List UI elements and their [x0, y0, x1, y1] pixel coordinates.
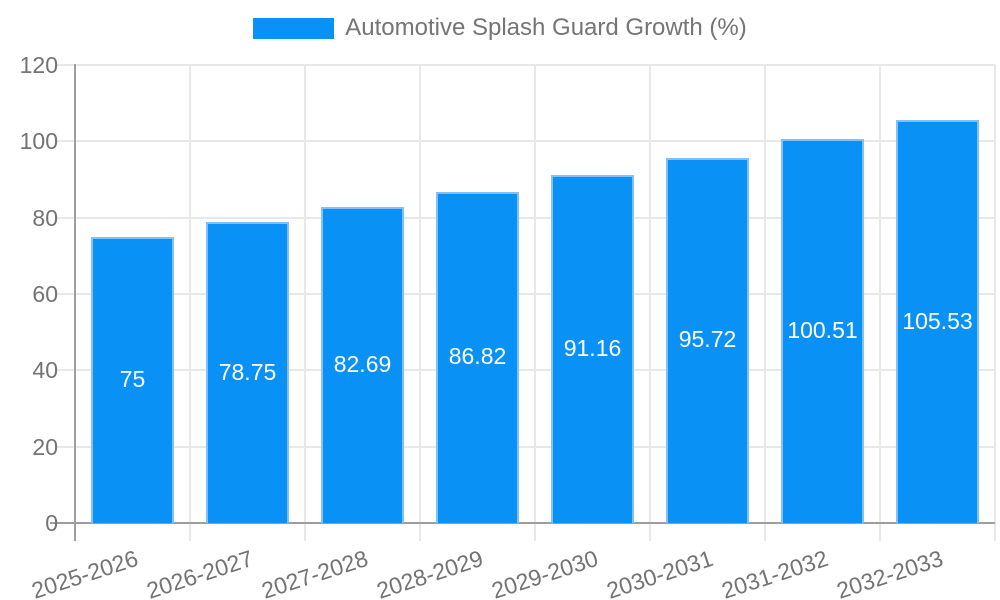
y-tick-label: 120	[19, 52, 58, 78]
bar	[91, 236, 174, 523]
y-gridline	[57, 216, 995, 219]
legend-label: Automotive Splash Guard Growth (%)	[345, 14, 747, 41]
x-tick-label: 2028-2029	[372, 545, 486, 600]
bar	[206, 222, 289, 523]
bar-value-label: 82.69	[333, 351, 392, 378]
y-gridline	[57, 293, 995, 295]
y-axis-line	[74, 64, 76, 541]
bar-value-label: 100.51	[787, 317, 858, 344]
x-gridline	[304, 65, 306, 541]
y-gridline	[57, 64, 995, 66]
x-gridline	[764, 65, 766, 541]
y-tick-label: 20	[32, 433, 58, 460]
x-tick-label: 2029-2030	[487, 545, 601, 600]
bar	[896, 120, 979, 523]
x-gridline	[419, 65, 421, 541]
bar-value-label: 91.16	[563, 335, 622, 362]
y-tick-label: 100	[19, 128, 58, 155]
bar	[781, 139, 864, 523]
y-gridline	[57, 445, 995, 448]
bar	[551, 175, 634, 523]
y-tick-label: 60	[32, 281, 58, 307]
bar	[666, 157, 749, 523]
bar-value-label: 78.75	[218, 358, 277, 385]
x-gridline	[994, 65, 996, 541]
bar-value-label: 105.53	[902, 307, 973, 334]
y-tick-label: 80	[32, 204, 58, 231]
y-gridline	[57, 369, 995, 372]
y-tick-label: 0	[45, 510, 58, 536]
y-gridline	[57, 140, 995, 143]
x-gridline	[534, 65, 536, 541]
x-tick-label: 2027-2028	[257, 545, 371, 600]
legend-swatch	[253, 17, 335, 39]
y-tick-label: 40	[32, 357, 58, 384]
x-gridline	[189, 65, 191, 541]
x-tick-label: 2025-2026	[27, 545, 141, 600]
bar	[321, 207, 404, 523]
x-tick-label: 2030-2031	[602, 545, 716, 600]
x-gridline	[649, 65, 651, 541]
bar	[436, 191, 519, 523]
chart-legend: Automotive Splash Guard Growth (%)	[0, 14, 1000, 42]
x-tick-label: 2032-2033	[832, 545, 946, 600]
bar-value-label: 75	[119, 365, 146, 392]
x-tick-label: 2031-2032	[717, 545, 831, 600]
x-tick-label: 2026-2027	[142, 545, 256, 600]
bar-value-label: 86.82	[448, 343, 507, 370]
x-gridline	[879, 65, 881, 541]
legend-item-series[interactable]: Automotive Splash Guard Growth (%)	[253, 14, 747, 42]
x-axis-line	[50, 522, 995, 524]
bar-value-label: 95.72	[678, 326, 737, 353]
